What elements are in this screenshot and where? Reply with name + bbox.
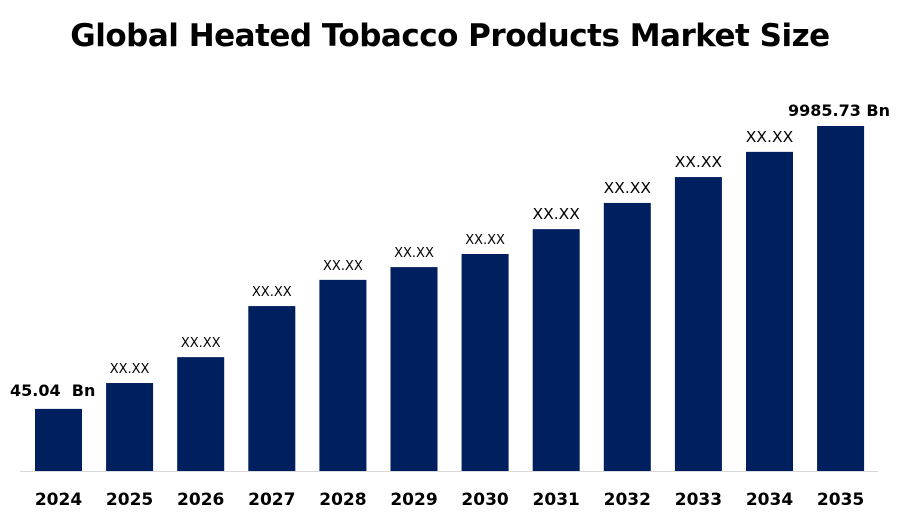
bar-2032 bbox=[603, 202, 651, 471]
bar-2034 bbox=[746, 151, 793, 471]
data-label: XX.XX bbox=[323, 259, 363, 274]
x-tick-label: 2028 bbox=[319, 490, 366, 510]
x-tick-label: 2035 bbox=[817, 490, 864, 510]
data-label: 9985.73 Bn bbox=[788, 101, 890, 120]
data-label: XX.XX bbox=[110, 362, 150, 377]
bar-2027 bbox=[248, 306, 296, 471]
data-label: XX.XX bbox=[252, 285, 292, 300]
x-tick-label: 2027 bbox=[248, 490, 295, 510]
bar-2030 bbox=[461, 253, 509, 471]
x-tick-label: 2033 bbox=[675, 490, 722, 510]
data-label: XX.XX bbox=[675, 153, 723, 171]
x-tick-label: 2024 bbox=[35, 490, 82, 510]
bar-2035 bbox=[817, 126, 865, 471]
bar-2026 bbox=[177, 357, 225, 471]
data-label: XX.XX bbox=[532, 205, 580, 223]
bar-2028 bbox=[319, 279, 367, 471]
chart-title: Global Heated Tobacco Products Market Si… bbox=[70, 18, 830, 54]
data-label: XX.XX bbox=[465, 233, 505, 248]
bar-2024 bbox=[35, 408, 82, 471]
x-tick-label: 2030 bbox=[461, 490, 508, 510]
bar-2029 bbox=[390, 267, 438, 471]
bar-2033 bbox=[674, 177, 722, 471]
x-tick-label: 2029 bbox=[390, 490, 437, 510]
x-tick-label: 2032 bbox=[604, 490, 651, 510]
data-label: XX.XX bbox=[604, 179, 652, 197]
x-tick-label: 2034 bbox=[746, 490, 793, 510]
data-label: 45.04 Bn bbox=[10, 381, 95, 400]
data-label: XX.XX bbox=[394, 246, 434, 261]
data-label: XX.XX bbox=[746, 128, 794, 146]
bar-2025 bbox=[106, 383, 154, 471]
x-tick-label: 2026 bbox=[177, 490, 224, 510]
x-tick-label: 2031 bbox=[533, 490, 580, 510]
x-tick-label: 2025 bbox=[106, 490, 153, 510]
data-label: XX.XX bbox=[181, 336, 221, 351]
bar-2031 bbox=[532, 229, 580, 471]
